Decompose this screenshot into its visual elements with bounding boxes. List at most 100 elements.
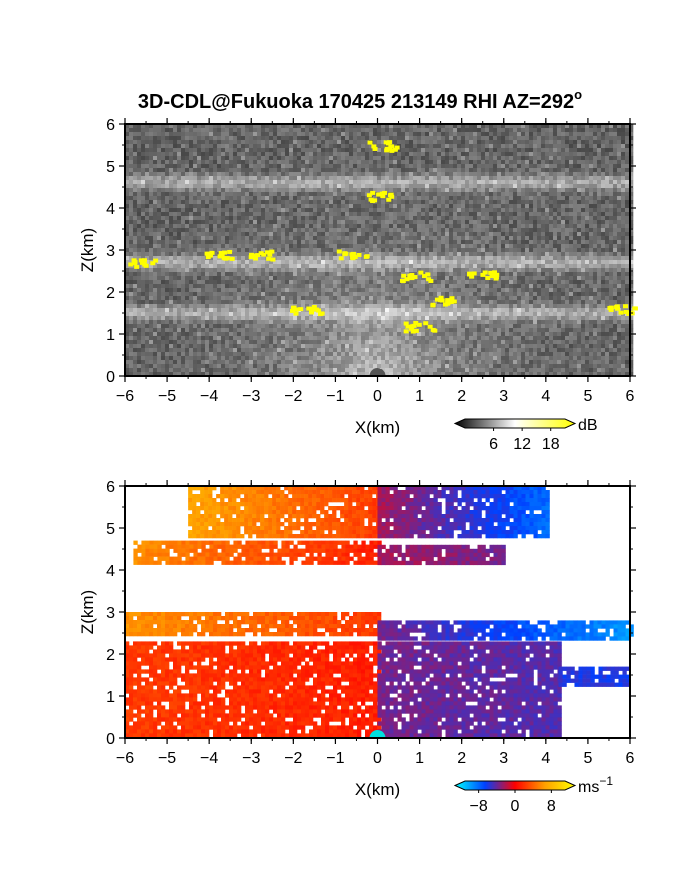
backscatter-cell	[525, 124, 530, 129]
backscatter-cell	[561, 124, 566, 129]
backscatter-cell	[449, 276, 454, 281]
backscatter-cell	[269, 260, 274, 265]
backscatter-cell	[541, 240, 546, 245]
backscatter-cell	[609, 256, 614, 261]
backscatter-cell	[161, 180, 166, 185]
backscatter-cell	[409, 144, 414, 149]
backscatter-cell	[297, 208, 302, 213]
backscatter-cell	[157, 176, 162, 181]
backscatter-cell	[225, 176, 230, 181]
backscatter-cell	[517, 240, 522, 245]
backscatter-cell	[241, 220, 246, 225]
backscatter-cell	[297, 240, 302, 245]
backscatter-cell	[565, 160, 570, 165]
backscatter-cell	[429, 168, 434, 173]
backscatter-cell	[289, 276, 294, 281]
backscatter-cell	[225, 124, 230, 129]
backscatter-cell	[137, 248, 142, 253]
backscatter-cell	[493, 136, 498, 141]
backscatter-cell	[449, 248, 454, 253]
backscatter-cell	[165, 228, 170, 233]
backscatter-cell	[505, 132, 510, 137]
backscatter-cell	[209, 192, 214, 197]
backscatter-cell	[249, 184, 254, 189]
backscatter-cell	[593, 124, 598, 129]
backscatter-cell	[177, 208, 182, 213]
backscatter-cell	[293, 208, 298, 213]
backscatter-cell	[149, 244, 154, 249]
backscatter-cell	[421, 172, 426, 177]
backscatter-cell	[529, 252, 534, 257]
backscatter-cell	[621, 176, 626, 181]
backscatter-cell	[433, 168, 438, 173]
backscatter-cell	[573, 192, 578, 197]
backscatter-cell	[577, 128, 582, 133]
backscatter-cell	[233, 124, 238, 129]
backscatter-cell	[541, 136, 546, 141]
backscatter-cell	[585, 156, 590, 161]
backscatter-cell	[465, 216, 470, 221]
backscatter-cell	[377, 180, 382, 185]
backscatter-cell	[453, 192, 458, 197]
backscatter-cell	[261, 204, 266, 209]
backscatter-cell	[309, 140, 314, 145]
backscatter-cell	[129, 156, 134, 161]
backscatter-cell	[317, 152, 322, 157]
backscatter-cell	[453, 220, 458, 225]
backscatter-cell	[417, 160, 422, 165]
backscatter-cell	[513, 164, 518, 169]
backscatter-cell	[181, 208, 186, 213]
backscatter-cell	[541, 232, 546, 237]
backscatter-cell	[385, 188, 390, 193]
backscatter-cell	[261, 144, 266, 149]
backscatter-cell	[309, 272, 314, 277]
backscatter-cell	[149, 196, 154, 201]
backscatter-cell	[373, 236, 378, 241]
backscatter-cell	[501, 124, 506, 129]
backscatter-cell	[517, 140, 522, 145]
backscatter-cell	[417, 152, 422, 157]
backscatter-cell	[557, 216, 562, 221]
backscatter-cell	[513, 264, 518, 269]
backscatter-cell	[421, 168, 426, 173]
backscatter-cell	[533, 148, 538, 153]
backscatter-cell	[129, 168, 134, 173]
backscatter-cell	[369, 160, 374, 165]
backscatter-cell	[601, 260, 606, 265]
backscatter-cell	[197, 224, 202, 229]
backscatter-cell	[625, 148, 630, 153]
backscatter-cell	[425, 152, 430, 157]
backscatter-cell	[477, 264, 482, 269]
backscatter-cell	[545, 160, 550, 165]
backscatter-cell	[433, 144, 438, 149]
backscatter-cell	[129, 180, 134, 185]
backscatter-cell	[585, 272, 590, 277]
backscatter-cell	[629, 124, 634, 129]
backscatter-cell	[569, 152, 574, 157]
backscatter-cell	[489, 204, 494, 209]
backscatter-cell	[441, 268, 446, 273]
backscatter-cell	[297, 188, 302, 193]
backscatter-cell	[321, 184, 326, 189]
backscatter-cell	[621, 200, 626, 205]
backscatter-cell	[217, 264, 222, 269]
backscatter-cell	[421, 164, 426, 169]
backscatter-cell	[577, 220, 582, 225]
backscatter-cell	[497, 192, 502, 197]
backscatter-cell	[125, 276, 130, 281]
backscatter-cell	[233, 268, 238, 273]
backscatter-cell	[589, 136, 594, 141]
backscatter-cell	[197, 280, 202, 285]
backscatter-cell	[277, 240, 282, 245]
backscatter-cell	[153, 144, 158, 149]
backscatter-cell	[465, 160, 470, 165]
backscatter-cell	[157, 248, 162, 253]
backscatter-cell	[129, 220, 134, 225]
backscatter-cell	[597, 256, 602, 261]
backscatter-cell	[533, 188, 538, 193]
backscatter-cell	[297, 136, 302, 141]
backscatter-cell	[509, 240, 514, 245]
backscatter-cell	[377, 220, 382, 225]
backscatter-cell	[349, 240, 354, 245]
